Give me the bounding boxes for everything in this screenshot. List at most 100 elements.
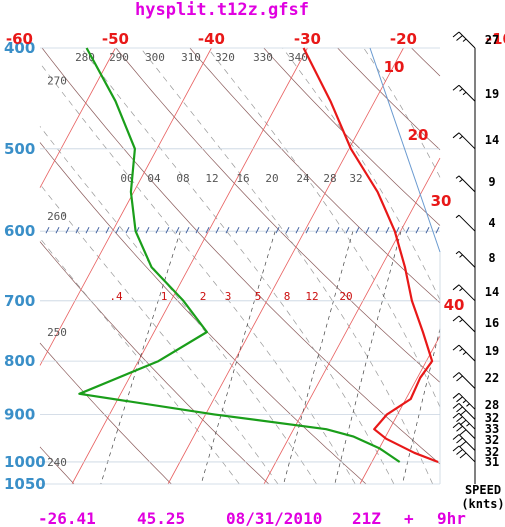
wind-barb-shaft [458,214,476,232]
dry-adiabat-line [411,47,441,77]
wind-barb [452,132,476,150]
theta-e-label: 08 [176,172,189,185]
moist-adiabat-line [363,47,441,178]
level-hatch [125,226,130,234]
mixing-ratio-label: 2 [200,290,207,303]
wind-barb-flag [459,254,463,258]
mixing-ratio-line [283,231,354,485]
mixing-ratio-line [200,231,276,485]
temperature-tick-label: -50 [102,30,129,48]
wind-barb-flag [455,175,460,179]
wind-barb-flag [462,38,467,42]
footer-lon: 45.25 [137,509,185,527]
mixing-ratio-label: 12 [305,290,318,303]
theta-label: 310 [181,51,201,64]
dry-adiabat-line [39,142,367,485]
wind-barb-flag [459,287,463,292]
level-hatch [275,226,280,234]
dry-adiabat-line [39,342,172,485]
wind-barb [452,372,476,389]
wind-barb-shaft [458,434,476,451]
wind-barb-shaft [458,84,476,102]
temperature-tick-label: 30 [431,192,452,210]
theta-label: 290 [109,51,129,64]
isotherm-line [263,157,441,485]
isotherm-line [167,47,404,485]
wind-barb-flag [452,422,460,429]
wind-barb-shaft [458,132,476,150]
temperature-profile [302,47,439,464]
level-hatch [345,226,350,234]
moist-adiabat-line [81,47,395,485]
wind-barb-shaft [458,315,476,333]
dry-adiabat-line [39,446,75,485]
theta-label: 260 [47,210,67,223]
wind-barb-flag [452,284,460,291]
temperature-tick-label: -40 [198,30,225,48]
wind-speed-label: 32 [485,445,499,459]
level-hatch [45,226,50,234]
wind-speed-label: 14 [485,133,499,147]
theta-e-label: 32 [349,172,362,185]
isobar-label: 400 [4,39,35,57]
wind-barb-flag [456,35,463,41]
wind-barb [452,31,476,49]
wind-barb-flag [459,178,463,183]
wind-barb-flag [452,84,460,91]
level-hatch [175,226,180,234]
level-hatch [285,226,290,234]
wind-barb [452,422,476,440]
footer-date: 08/31/2010 [226,509,322,527]
level-hatch [325,226,330,234]
wind-barb-shaft [458,402,476,420]
wind-barb-flag [462,91,467,96]
wind-speed-label: 28 [485,398,499,412]
level-hatch [355,226,360,234]
wind-speed-label: 4 [488,216,495,230]
level-hatch [55,226,60,234]
theta-label: 330 [253,51,273,64]
wind-speed-label: 14 [485,285,499,299]
isotherm-line [359,335,441,485]
level-hatch [195,226,200,234]
wind-barb-shaft [458,372,476,389]
theta-label: 340 [288,51,308,64]
isobar-label: 900 [4,405,35,423]
level-hatch [155,226,160,234]
level-hatch [315,226,320,234]
moist-adiabat-line [140,47,433,485]
level-hatch [165,226,170,234]
wind-barb-flag [452,412,460,419]
level-hatch [65,226,70,234]
theta-label: 250 [47,326,67,339]
wind-barb-flag [452,132,460,139]
wind-barb-flag [452,392,460,399]
wind-barb-flag [452,344,460,351]
level-hatch [385,226,390,234]
temperature-tick-label: -60 [6,30,33,48]
wind-barb [452,315,476,333]
level-hatch [405,226,410,234]
moist-adiabat-line [39,62,356,485]
wind-barb [452,445,476,463]
wind-barb-flag [462,399,467,404]
wind-barb-flag [456,375,463,382]
wind-barb-flag [456,396,463,403]
wind-speed-label: 19 [485,87,499,101]
footer-plus: + [404,509,414,527]
wind-barb-flag [459,319,463,323]
theta-e-label: 04 [147,172,161,185]
level-hatch [415,226,420,234]
level-hatch [305,226,310,234]
theta-e-label: 20 [265,172,278,185]
wind-barb [455,175,476,193]
level-hatch [255,226,260,234]
plot-right-edge [369,47,441,253]
level-hatch [295,226,300,234]
temperature-tick-label: -10 [486,30,505,48]
dry-adiabat-line [189,47,441,304]
level-hatch [435,226,440,234]
isobar-label: 500 [4,140,35,158]
